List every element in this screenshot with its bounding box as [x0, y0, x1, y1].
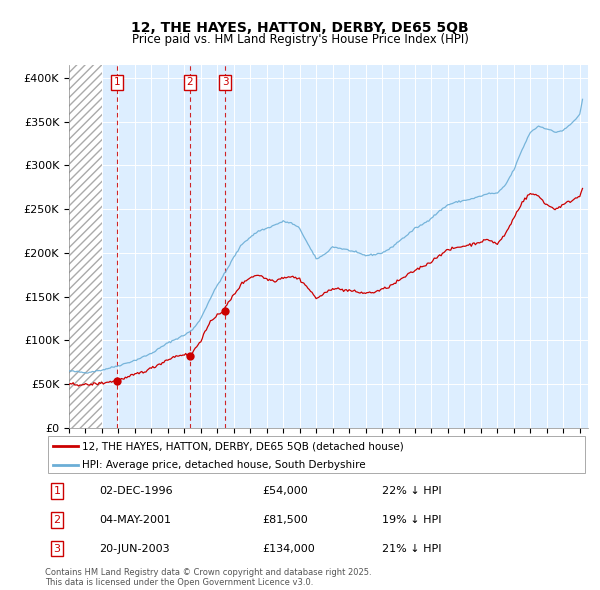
Text: Contains HM Land Registry data © Crown copyright and database right 2025.
This d: Contains HM Land Registry data © Crown c…: [45, 568, 371, 587]
Text: £134,000: £134,000: [262, 543, 315, 553]
FancyBboxPatch shape: [48, 437, 585, 473]
Text: 20-JUN-2003: 20-JUN-2003: [100, 543, 170, 553]
Text: 19% ↓ HPI: 19% ↓ HPI: [382, 515, 441, 525]
Text: 1: 1: [53, 486, 61, 496]
Text: £54,000: £54,000: [262, 486, 308, 496]
Text: 3: 3: [222, 77, 229, 87]
Text: £81,500: £81,500: [262, 515, 308, 525]
Text: Price paid vs. HM Land Registry's House Price Index (HPI): Price paid vs. HM Land Registry's House …: [131, 33, 469, 46]
Text: 21% ↓ HPI: 21% ↓ HPI: [382, 543, 441, 553]
Text: 2: 2: [53, 515, 61, 525]
Text: 22% ↓ HPI: 22% ↓ HPI: [382, 486, 441, 496]
Text: 12, THE HAYES, HATTON, DERBY, DE65 5QB (detached house): 12, THE HAYES, HATTON, DERBY, DE65 5QB (…: [82, 441, 404, 451]
Text: 1: 1: [114, 77, 121, 87]
Text: 2: 2: [187, 77, 193, 87]
Text: 3: 3: [53, 543, 61, 553]
Text: 04-MAY-2001: 04-MAY-2001: [100, 515, 172, 525]
Text: 02-DEC-1996: 02-DEC-1996: [100, 486, 173, 496]
Text: 12, THE HAYES, HATTON, DERBY, DE65 5QB: 12, THE HAYES, HATTON, DERBY, DE65 5QB: [131, 21, 469, 35]
Bar: [69, 65, 102, 428]
Text: HPI: Average price, detached house, South Derbyshire: HPI: Average price, detached house, Sout…: [82, 460, 365, 470]
